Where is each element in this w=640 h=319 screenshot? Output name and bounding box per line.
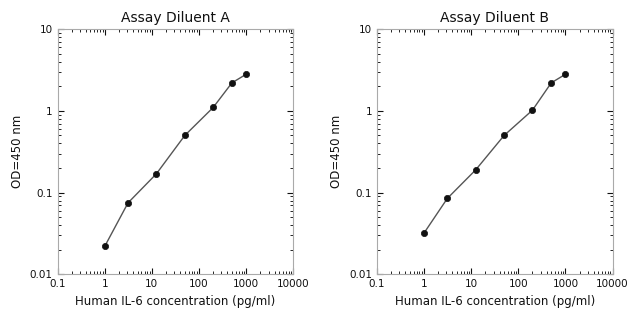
- Y-axis label: OD=450 nm: OD=450 nm: [330, 115, 344, 189]
- Y-axis label: OD=450 nm: OD=450 nm: [11, 115, 24, 189]
- X-axis label: Human IL-6 concentration (pg/ml): Human IL-6 concentration (pg/ml): [395, 295, 595, 308]
- Title: Assay Diluent A: Assay Diluent A: [121, 11, 230, 25]
- X-axis label: Human IL-6 concentration (pg/ml): Human IL-6 concentration (pg/ml): [76, 295, 276, 308]
- Title: Assay Diluent B: Assay Diluent B: [440, 11, 549, 25]
